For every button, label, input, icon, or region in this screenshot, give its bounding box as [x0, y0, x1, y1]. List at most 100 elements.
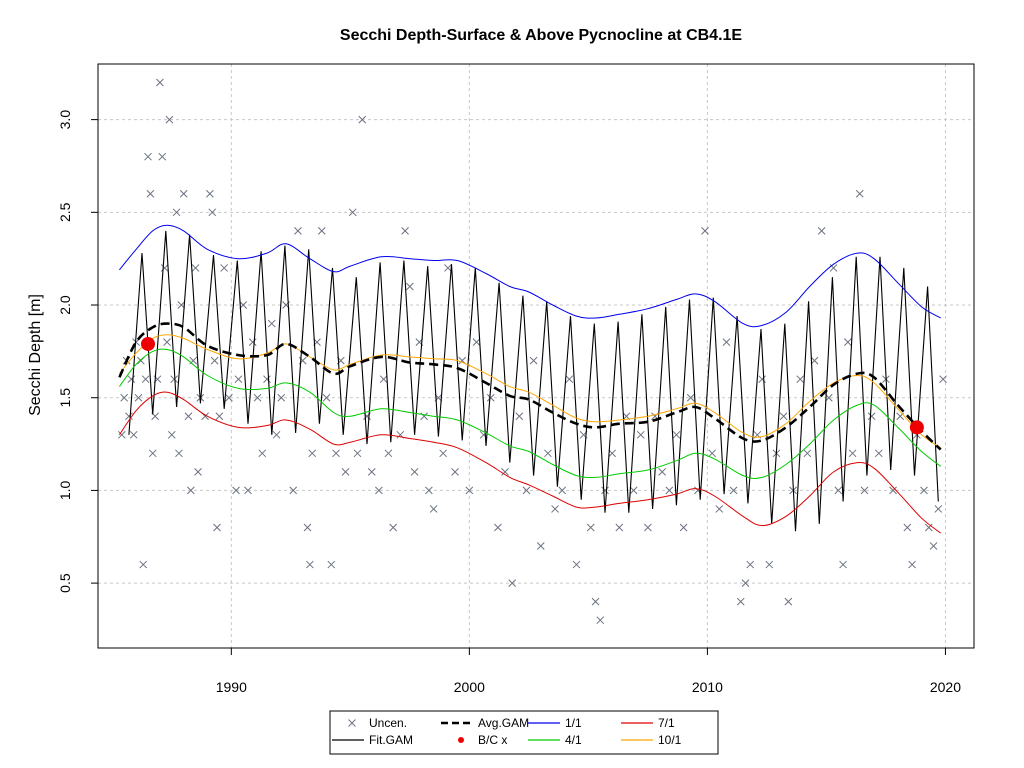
marker-stroke: [253, 393, 262, 402]
marker-stroke: [141, 375, 150, 384]
marker-stroke: [729, 486, 738, 495]
marker-stroke: [179, 189, 188, 198]
uncensored-point: [843, 338, 852, 346]
marker-stroke: [353, 449, 362, 458]
marker-stroke: [379, 375, 388, 384]
marker-stroke: [139, 560, 148, 569]
marker-stroke: [308, 449, 317, 458]
marker-stroke: [127, 375, 136, 384]
marker-stroke: [375, 486, 383, 495]
uncensored-point: [736, 597, 745, 606]
marker-stroke: [444, 264, 452, 272]
marker-stroke: [741, 579, 750, 587]
uncensored-point: [144, 152, 152, 161]
marker-stroke: [170, 375, 179, 384]
uncensored-point: [779, 412, 788, 421]
uncensored-point: [572, 560, 581, 569]
marker-stroke: [348, 208, 357, 217]
uncensored-point: [167, 430, 176, 439]
marker-stroke: [536, 542, 545, 550]
uncensored-point: [179, 189, 188, 198]
uncensored-point: [686, 393, 695, 402]
uncensored-point: [508, 579, 517, 587]
uncensored-point: [353, 449, 362, 458]
series-line-1-1: [119, 224, 941, 328]
marker-stroke: [327, 560, 336, 569]
marker-stroke: [332, 449, 340, 458]
uncensored-point: [465, 486, 474, 495]
marker-stroke: [201, 412, 209, 421]
uncensored-point: [784, 597, 793, 606]
y-tick-label: 0.5: [57, 573, 73, 593]
marker-stroke: [420, 412, 428, 421]
marker-stroke: [784, 597, 793, 606]
uncensored-point: [451, 468, 459, 476]
marker-stroke: [843, 338, 852, 346]
uncensored-point: [701, 227, 709, 235]
uncensored-point: [210, 356, 219, 365]
marker-stroke: [934, 505, 943, 513]
uncensored-point: [729, 486, 738, 495]
uncensored-point: [206, 189, 214, 198]
marker-stroke: [855, 189, 864, 198]
uncensored-point: [420, 412, 428, 421]
uncensored-point: [160, 264, 169, 272]
legend-item: 7/1: [621, 716, 675, 730]
uncensored-point: [208, 208, 217, 217]
x-tick-label: 1990: [216, 679, 247, 695]
marker-stroke: [824, 393, 833, 402]
uncensored-point: [848, 449, 857, 458]
marker-stroke: [160, 264, 169, 272]
marker-stroke: [405, 282, 414, 291]
marker-stroke: [494, 523, 502, 532]
marker-stroke: [867, 412, 876, 421]
marker-stroke: [322, 393, 331, 402]
legend-label: B/C x: [478, 733, 507, 747]
uncensored-point: [439, 449, 448, 458]
marker-stroke: [213, 523, 221, 532]
uncensored-point: [746, 560, 755, 569]
uncensored-point: [501, 468, 509, 476]
uncensored-point: [939, 375, 947, 384]
marker-stroke: [829, 264, 838, 272]
uncensored-point: [410, 468, 419, 476]
uncensored-point: [136, 356, 145, 365]
uncensored-point: [156, 78, 164, 87]
uncensored-point: [165, 115, 174, 124]
marker-stroke: [389, 523, 398, 532]
marker-stroke: [658, 468, 667, 476]
fit-gam-line: [128, 230, 939, 532]
uncensored-point: [248, 338, 257, 346]
uncensored-point: [379, 375, 388, 384]
uncensored-point: [908, 560, 916, 569]
uncensored-point: [515, 412, 524, 421]
uncensored-point: [232, 486, 240, 495]
gridlines: [98, 64, 974, 648]
uncensored-point: [867, 412, 876, 421]
legend-label: Uncen.: [369, 716, 407, 730]
uncensored-point: [920, 486, 928, 495]
uncensored-point: [134, 393, 143, 402]
marker-stroke: [596, 616, 605, 625]
uncensored-point: [522, 486, 531, 495]
marker-stroke: [348, 719, 356, 727]
uncensored-point: [294, 227, 302, 235]
marker-stroke: [367, 468, 376, 476]
marker-stroke: [551, 505, 559, 513]
marker-stroke: [125, 412, 133, 421]
legend-label: Fit.GAM: [369, 733, 413, 747]
marker-stroke: [175, 449, 183, 458]
uncensored-point: [479, 430, 488, 439]
y-tick-label: 1.0: [57, 480, 73, 500]
uncensored-point: [146, 189, 155, 198]
marker-stroke: [156, 78, 164, 87]
marker-stroke: [232, 486, 240, 495]
uncensored-point: [758, 375, 766, 384]
marker-stroke: [303, 523, 312, 532]
x-tick-label: 2020: [930, 679, 961, 695]
uncensored-point: [425, 486, 433, 495]
uncensored-point: [803, 449, 812, 458]
marker-stroke: [644, 523, 652, 532]
marker-stroke: [220, 264, 229, 272]
